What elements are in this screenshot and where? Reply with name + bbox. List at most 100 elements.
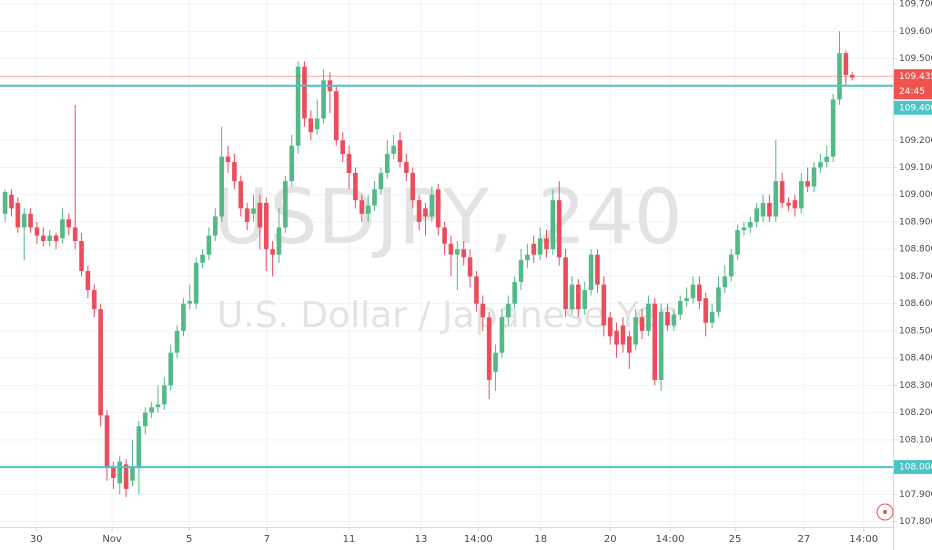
candle-body bbox=[79, 241, 84, 271]
candle-body bbox=[461, 249, 466, 258]
candle-body bbox=[786, 202, 791, 206]
candle-body bbox=[257, 202, 263, 228]
y-tick-label: 107.900 bbox=[899, 490, 932, 500]
x-tick-label: 27 bbox=[797, 534, 810, 545]
y-tick-label: 108.600 bbox=[899, 299, 932, 309]
x-tick-label: 30 bbox=[30, 534, 43, 545]
candle-body bbox=[690, 284, 696, 299]
candle-body bbox=[614, 330, 619, 345]
candle-body bbox=[703, 298, 709, 323]
y-tick-label: 108.700 bbox=[899, 272, 932, 282]
candle-body bbox=[550, 200, 556, 250]
candle-body bbox=[576, 284, 581, 310]
candle-body bbox=[505, 303, 511, 318]
candle-body bbox=[308, 118, 314, 133]
y-tick-label: 109.000 bbox=[899, 190, 932, 200]
candle-body bbox=[212, 216, 218, 236]
candle-body bbox=[582, 290, 588, 310]
candle-body bbox=[410, 172, 416, 201]
y-tick-label: 108.300 bbox=[899, 381, 932, 391]
horizontal-line-label-box bbox=[894, 460, 932, 475]
candle-body bbox=[384, 153, 390, 173]
candle-body bbox=[174, 330, 180, 353]
candle-body bbox=[480, 303, 486, 318]
candle-body bbox=[830, 99, 836, 157]
candle-body bbox=[66, 219, 72, 228]
candle-body bbox=[53, 235, 59, 242]
candle-body bbox=[289, 145, 295, 182]
axes: 109.700 109.600 109.500 109.200 109.100 109.0… bbox=[30, 0, 932, 545]
candle-body bbox=[283, 181, 288, 228]
candle-body bbox=[818, 162, 823, 168]
candle-body bbox=[346, 153, 352, 173]
y-tick-label: 109.600 bbox=[899, 27, 932, 37]
candle-body bbox=[416, 200, 422, 222]
y-tick-label: 109.500 bbox=[899, 54, 932, 64]
candle-body bbox=[270, 249, 275, 255]
candle-body bbox=[684, 298, 689, 301]
candle-body bbox=[722, 276, 728, 288]
candle-body bbox=[295, 66, 301, 146]
candle-body bbox=[200, 254, 205, 263]
x-tick-label: 25 bbox=[729, 534, 742, 545]
y-tick-label: 108.900 bbox=[899, 217, 932, 227]
x-tick-label: 14:00 bbox=[656, 534, 685, 545]
x-tick-label: Nov bbox=[102, 534, 122, 545]
y-tick-label: 108.400 bbox=[899, 354, 932, 364]
candle-body bbox=[658, 311, 664, 380]
candle-body bbox=[512, 281, 517, 304]
x-tick-label: 13 bbox=[415, 534, 428, 545]
candle-body bbox=[378, 172, 384, 190]
candle-body bbox=[193, 262, 199, 304]
candle-body bbox=[474, 276, 479, 304]
candle-body bbox=[117, 461, 123, 484]
candle-body bbox=[365, 205, 371, 214]
candle-body bbox=[748, 221, 753, 228]
candle-body bbox=[792, 200, 798, 209]
candle-body bbox=[677, 300, 683, 315]
last-price-label: 109.435 bbox=[899, 72, 932, 82]
candle-body bbox=[569, 284, 575, 310]
candle-body bbox=[735, 230, 740, 255]
candle-body bbox=[111, 467, 116, 478]
candle-body bbox=[499, 317, 505, 353]
x-tick-label: 18 bbox=[534, 534, 547, 545]
candle-body bbox=[716, 287, 721, 312]
candle-body bbox=[47, 235, 52, 242]
candle-body bbox=[130, 467, 135, 481]
y-tick-label: 108.500 bbox=[899, 326, 932, 336]
candle-body bbox=[85, 270, 91, 291]
candle-body bbox=[181, 303, 186, 331]
candle-body bbox=[779, 181, 785, 203]
candle-body bbox=[467, 257, 473, 277]
settings-icon-dot bbox=[883, 510, 887, 514]
candle-body bbox=[448, 243, 454, 255]
candle-body bbox=[15, 202, 21, 228]
x-tick-label: 20 bbox=[604, 534, 617, 545]
candle-body bbox=[671, 314, 677, 326]
candle-body bbox=[588, 254, 594, 291]
last-price-box bbox=[894, 69, 932, 100]
candle-body bbox=[91, 290, 97, 310]
settings-icon[interactable] bbox=[876, 503, 894, 521]
y-tick-label: 108.100 bbox=[899, 435, 932, 445]
candle-body bbox=[104, 415, 110, 468]
candle-body bbox=[314, 118, 320, 130]
candle-body bbox=[353, 172, 358, 201]
candle-body bbox=[773, 181, 779, 217]
candle-body bbox=[123, 464, 129, 489]
candle-body bbox=[41, 235, 46, 242]
candle-body bbox=[334, 91, 339, 141]
candle-body bbox=[633, 317, 638, 345]
candle-body bbox=[72, 227, 78, 242]
horizontal-line-label: 108.000 bbox=[899, 463, 932, 473]
candle-body bbox=[639, 317, 645, 331]
candle-body bbox=[136, 426, 142, 468]
candle-body bbox=[525, 254, 530, 261]
candle-body bbox=[754, 208, 759, 222]
candle-body bbox=[767, 202, 772, 217]
candle-body bbox=[276, 227, 282, 255]
candle-body bbox=[263, 202, 269, 250]
